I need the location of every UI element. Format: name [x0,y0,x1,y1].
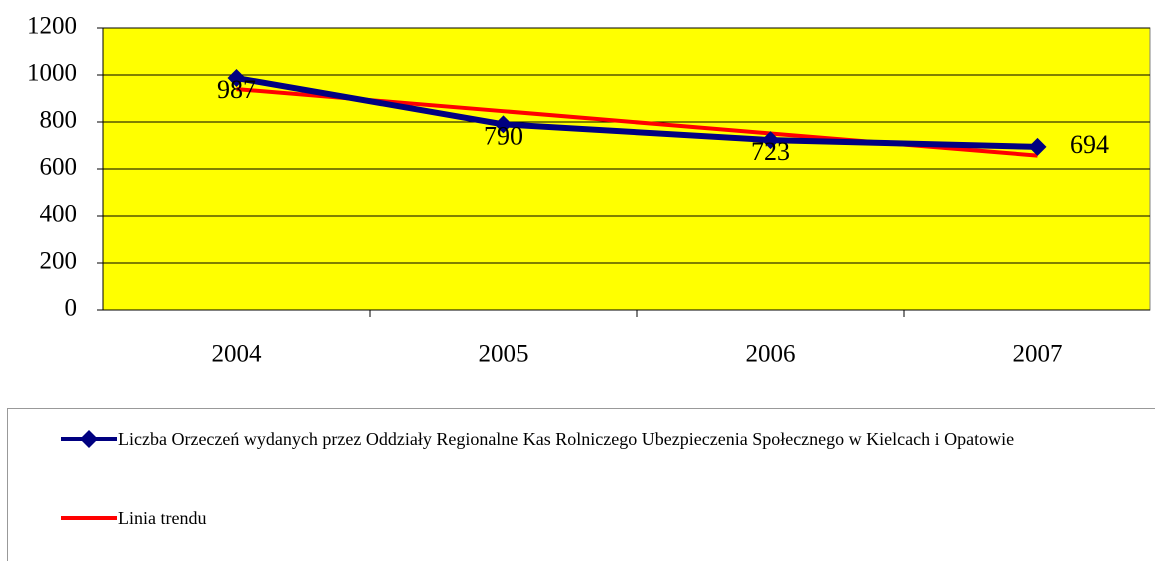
data-label: 987 [217,75,256,104]
y-tick-label: 1000 [27,60,77,87]
chart: 0 200 400 600 800 1000 1200 2004 2005 2006 2007 987… [27,13,1151,368]
x-tick-label: 2004 [212,341,263,368]
data-point [494,115,513,134]
legend-label: Linia trendu [118,508,207,528]
legend-marker [80,430,98,448]
data-label: 694 [1070,130,1109,159]
y-tick-label: 1200 [27,13,77,40]
legend: Liczba Orzeczeń wydanych przez Oddziały … [7,408,1155,561]
data-point [227,69,246,88]
y-tick-label: 0 [65,295,78,322]
data-line [235,75,1038,150]
x-tick-label: 2005 [479,341,529,368]
data-point [1028,137,1047,156]
legend-marker-shape [80,430,98,448]
y-tick-label: 200 [40,248,78,275]
legend-swatch [61,516,117,520]
x-tick-label: 2006 [746,341,796,368]
data-point [761,131,780,150]
y-tick-label: 400 [40,201,78,228]
legend-label: Liczba Orzeczeń wydanych przez Oddziały … [118,429,1015,449]
data-label: 723 [751,137,790,166]
y-tick-label: 600 [40,154,78,181]
x-tick-label: 2007 [1013,341,1063,368]
y-tick-label: 800 [40,107,78,134]
data-label: 790 [484,121,523,150]
